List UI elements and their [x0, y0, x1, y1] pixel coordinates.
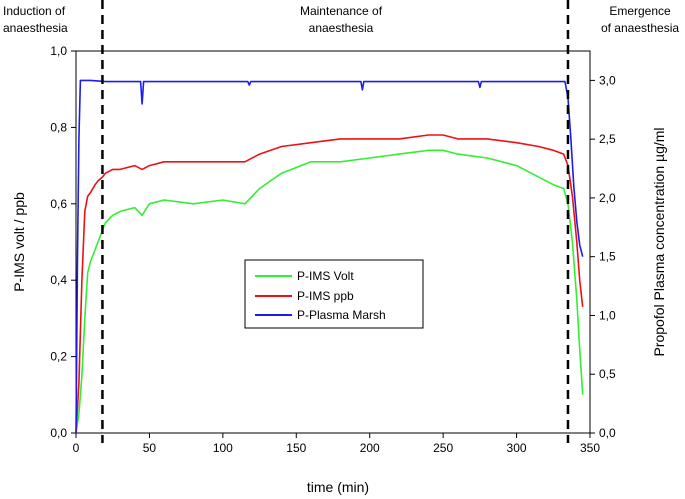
phase-label-maintenance-2: anaesthesia: [309, 21, 374, 35]
phase-label-induction-1: Induction of: [3, 4, 66, 18]
legend-label-p-plasma-marsh: P-Plasma Marsh: [297, 308, 386, 322]
y-left-tick-label-0: 0,0: [50, 426, 67, 440]
y-right-tick-label-6: 3,0: [599, 73, 616, 87]
y-right-tick-label-2: 1,0: [599, 308, 616, 322]
y-left-tick-label-4: 0,8: [50, 120, 67, 134]
x-tick-label-0: 0: [73, 441, 80, 455]
legend-label-p-ims-volt: P-IMS Volt: [297, 269, 354, 283]
legend: P-IMS Volt P-IMS ppb P-Plasma Marsh: [244, 259, 424, 329]
y-right-tick-label-0: 0,0: [599, 426, 616, 440]
x-tick-label-5: 250: [433, 441, 453, 455]
x-tick-label-4: 200: [360, 441, 380, 455]
legend-box: [244, 259, 424, 329]
x-tick-label-2: 100: [213, 441, 233, 455]
y-left-axis-ticks: 0,0 0,2 0,4 0,6 0,8 1,0: [50, 44, 76, 440]
x-tick-label-1: 50: [143, 441, 157, 455]
y-left-tick-label-5: 1,0: [50, 44, 67, 58]
x-tick-label-7: 350: [580, 441, 600, 455]
y-left-tick-label-2: 0,4: [50, 273, 67, 287]
series-line-p-ims-volt: [75, 149, 584, 434]
phase-label-maintenance-1: Maintenance of: [300, 4, 383, 18]
y-right-tick-label-3: 1,5: [599, 250, 616, 264]
x-tick-label-3: 150: [286, 441, 306, 455]
phase-label-emergence-2: of anaesthesia: [601, 21, 679, 35]
phase-boundaries: [101, 0, 570, 443]
phase-label-induction-2: anaesthesia: [3, 21, 68, 35]
series-group: [75, 79, 584, 434]
y-left-tick-label-3: 0,6: [50, 197, 67, 211]
phase-label-emergence-1: Emergence: [609, 4, 671, 18]
legend-label-p-ims-ppb: P-IMS ppb: [297, 289, 354, 303]
y-left-tick-label-1: 0,2: [50, 350, 67, 364]
y-right-axis-title: Propofol Plasma concentration µg/ml: [651, 127, 667, 356]
y-left-axis-title: P-IMS volt / ppb: [11, 192, 27, 292]
x-axis-ticks: 0 50 100 150 200 250 300 350: [73, 433, 600, 455]
plot-frame: [75, 50, 591, 434]
y-right-tick-label-1: 0,5: [599, 367, 616, 381]
y-right-tick-label-4: 2,0: [599, 191, 616, 205]
x-tick-label-6: 300: [507, 441, 527, 455]
x-axis-title: time (min): [307, 479, 369, 495]
y-right-tick-label-5: 2,5: [599, 132, 616, 146]
series-line-p-ims-ppb: [75, 134, 584, 434]
y-right-axis-ticks: 0,0 0,5 1,0 1,5 2,0 2,5 3,0: [590, 73, 616, 440]
series-line-p-plasma-marsh: [75, 79, 584, 434]
